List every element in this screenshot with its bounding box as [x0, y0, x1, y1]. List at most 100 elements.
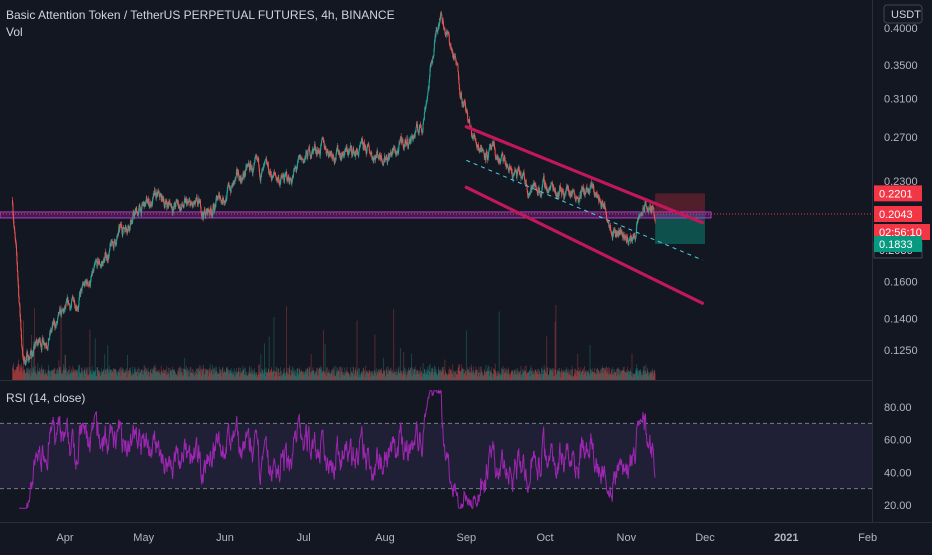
candle-body	[570, 193, 572, 195]
volume-bar	[606, 366, 607, 380]
candle-body	[539, 193, 541, 196]
volume-bar	[66, 375, 68, 380]
volume-bar	[161, 371, 162, 380]
volume-bar	[228, 368, 229, 380]
volume-bar	[58, 367, 60, 380]
candle-body	[63, 311, 65, 313]
volume-bar	[410, 367, 411, 380]
candle-body	[593, 189, 595, 193]
candle-body	[462, 101, 464, 107]
volume-bar	[425, 374, 427, 380]
volume-bar	[277, 376, 279, 380]
candle-body	[87, 285, 89, 286]
candle-body	[333, 158, 335, 162]
volume-bar	[184, 368, 186, 380]
candle-body	[382, 163, 384, 165]
volume-bar	[601, 368, 602, 380]
volume-bar	[248, 373, 250, 380]
candle-body	[242, 173, 244, 175]
volume-bar	[315, 371, 316, 380]
candle-body	[444, 27, 446, 32]
volume-bar	[201, 369, 203, 380]
volume-bar	[183, 367, 185, 380]
volume-bar	[16, 367, 17, 380]
candle-body	[97, 258, 99, 263]
volume-bar	[18, 359, 20, 380]
volume-bar	[170, 370, 171, 380]
volume-bar	[65, 369, 67, 380]
volume-bar	[333, 374, 335, 380]
volume-bar	[308, 370, 310, 380]
volume-bar	[445, 373, 447, 380]
candle-body	[254, 159, 256, 163]
volume-bar	[530, 368, 531, 380]
volume-bar	[87, 367, 89, 380]
volume-bar	[104, 354, 106, 380]
volume-bar	[633, 374, 635, 380]
volume-bar	[593, 372, 595, 380]
volume-bar	[472, 370, 473, 380]
candle-body	[537, 193, 539, 195]
volume-bar	[589, 374, 590, 380]
volume-bar	[418, 373, 420, 380]
volume-bar	[57, 368, 58, 380]
candle-body	[35, 342, 37, 344]
volume-bar	[469, 366, 471, 380]
volume-bar	[160, 372, 162, 380]
candle-body	[556, 195, 558, 197]
candle-body	[366, 147, 368, 152]
volume-bar	[430, 368, 432, 380]
volume-bar	[636, 369, 637, 380]
candle-body	[539, 190, 541, 194]
candle-body	[486, 154, 488, 158]
volume-bar	[291, 366, 293, 380]
volume-bar	[395, 368, 397, 380]
volume-bar	[426, 374, 428, 380]
candle-body	[437, 29, 439, 32]
volume-bar	[23, 370, 25, 380]
volume-bar	[88, 374, 89, 380]
volume-bar	[245, 371, 247, 380]
volume-bar	[515, 375, 517, 380]
candle-body	[620, 232, 622, 234]
candle-body	[646, 206, 648, 209]
volume-bar	[117, 371, 118, 380]
volume-bar	[509, 374, 510, 380]
candle-body	[536, 189, 538, 191]
volume-bar	[128, 370, 129, 380]
candle-body	[274, 172, 276, 174]
candle-body	[335, 153, 337, 161]
volume-bar	[35, 372, 37, 380]
volume-bar	[580, 371, 582, 380]
candle-body	[553, 187, 555, 188]
volume-bar	[576, 370, 578, 380]
candle-body	[654, 220, 656, 222]
volume-bar	[545, 373, 547, 380]
volume-bar	[173, 370, 175, 380]
candle-body	[638, 216, 640, 220]
volume-bar	[497, 376, 499, 380]
volume-bar	[436, 374, 438, 380]
candle-body	[265, 159, 267, 161]
candle-body	[457, 64, 459, 72]
volume-bar	[172, 369, 174, 380]
volume-bar	[110, 370, 111, 380]
volume-bar	[490, 371, 492, 380]
volume-bar	[215, 366, 217, 380]
candle-body	[421, 129, 423, 133]
volume-bar	[448, 369, 450, 380]
candle-body	[630, 236, 632, 241]
volume-bar	[122, 367, 124, 380]
candle-body	[173, 206, 175, 208]
volume-bar	[485, 364, 487, 380]
volume-bar	[515, 369, 517, 380]
candle-body	[600, 205, 602, 208]
volume-bar	[626, 371, 628, 380]
volume-bar	[327, 372, 329, 380]
volume-bar	[516, 367, 518, 380]
volume-bar	[250, 374, 252, 380]
candle-body	[298, 156, 300, 158]
volume-bar	[488, 366, 490, 380]
volume-bar	[163, 372, 165, 380]
